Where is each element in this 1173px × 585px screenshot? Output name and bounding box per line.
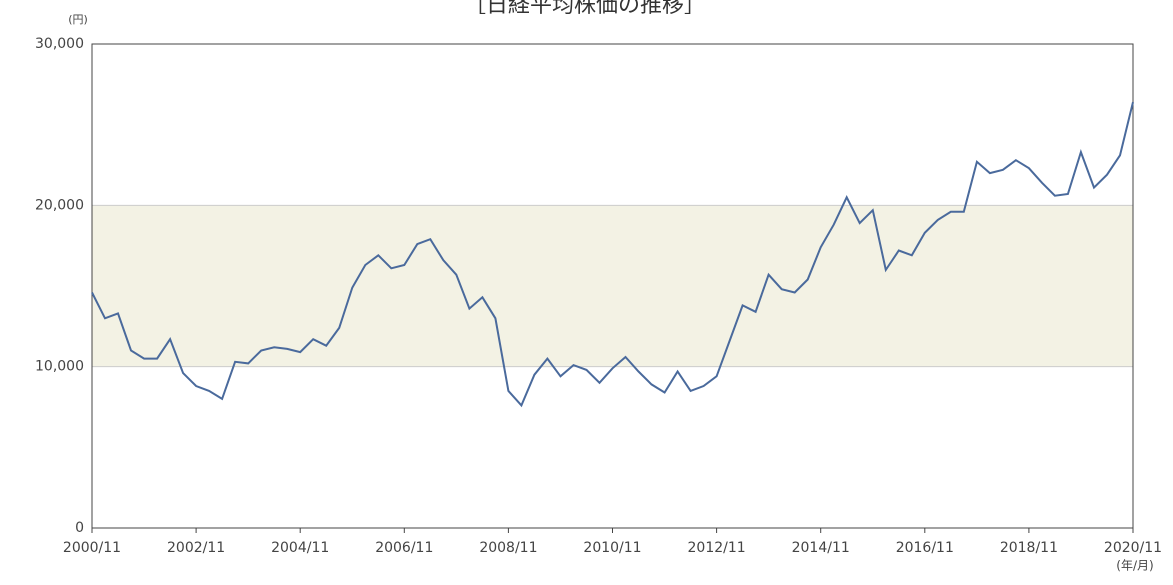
x-tick-label: 2008/11 (479, 540, 537, 556)
y-tick-label: 10,000 (35, 359, 84, 375)
x-tick-label: 2000/11 (63, 540, 121, 556)
x-tick-label: 2010/11 (583, 540, 641, 556)
x-tick-label: 2002/11 (167, 540, 225, 556)
y-tick-label: 30,000 (35, 36, 84, 52)
y-tick-label: 20,000 (35, 197, 84, 213)
x-tick-label: 2018/11 (1000, 540, 1058, 556)
x-tick-label: 2012/11 (688, 540, 746, 556)
chart-title: ［日経平均株価の推移］ (464, 0, 706, 18)
band (92, 205, 1133, 367)
y-unit: (円) (68, 13, 88, 26)
x-tick-label: 2020/11 (1104, 540, 1162, 556)
x-unit: (年/月) (1116, 559, 1153, 573)
x-tick-label: 2016/11 (896, 540, 954, 556)
y-tick-label: 0 (75, 520, 84, 536)
x-tick-label: 2006/11 (375, 540, 433, 556)
line (91, 101, 1134, 408)
x-tick-label: 2014/11 (792, 540, 850, 556)
x-tick-label: 2004/11 (271, 540, 329, 556)
